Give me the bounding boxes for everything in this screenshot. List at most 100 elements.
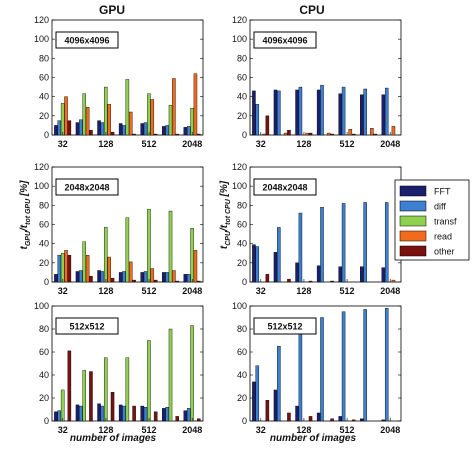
y-tick-label: 0 <box>44 130 49 140</box>
bar-diff <box>277 227 281 283</box>
bar-other <box>67 120 72 136</box>
bar-other <box>197 133 201 136</box>
bar-other <box>132 133 136 136</box>
bar-diff <box>298 86 303 136</box>
bar-read <box>107 256 111 283</box>
bar-fft <box>295 405 299 422</box>
bar-read <box>391 126 396 136</box>
bar-transf <box>104 227 108 283</box>
y-tick-label: 120 <box>232 162 247 172</box>
bar-read <box>370 128 374 136</box>
bar-diff <box>100 122 105 136</box>
bar-read <box>391 279 396 283</box>
bar-other <box>287 412 291 422</box>
bar-read <box>305 132 309 136</box>
bar-transf <box>190 228 194 283</box>
bar-fft <box>118 272 123 283</box>
y-tick-label: 120 <box>232 15 247 25</box>
bar-other <box>351 419 356 422</box>
panel-gpu-2048x2048: 0 20 40 60 80 100 120 32 128 512 2048 2048x2048 <box>34 162 204 296</box>
x-tick-label: 32 <box>256 425 266 435</box>
bar-transf <box>168 210 173 283</box>
legend-label-read: read <box>434 232 452 242</box>
bar-diff <box>79 119 83 136</box>
bar-other <box>89 276 93 283</box>
legend-label-FFT: FFT <box>434 187 451 197</box>
bar-transf <box>82 370 86 422</box>
bar-other <box>153 411 158 422</box>
panel-label: 4096x4096 <box>64 36 109 46</box>
bar-diff <box>384 202 389 283</box>
y-tick-label: 80 <box>39 324 49 334</box>
y-tick-label: 60 <box>237 220 247 230</box>
bar-fft <box>252 244 256 283</box>
bar-fft <box>273 252 278 283</box>
bar-fft <box>316 89 321 136</box>
bar-other <box>153 133 158 136</box>
bar-transf <box>104 357 108 422</box>
panel-label-box <box>55 31 119 49</box>
y-tick-label: 0 <box>242 277 247 287</box>
bar-other <box>330 280 334 283</box>
bar-other <box>287 278 291 283</box>
x-tick-label: 512 <box>340 425 355 435</box>
y-tick-label: 120 <box>34 162 49 172</box>
bar-fft <box>381 419 386 422</box>
bar-diff <box>57 410 62 422</box>
y-tick-label: 60 <box>39 347 49 357</box>
bar-diff <box>186 126 191 136</box>
y-tick-label: 100 <box>232 301 247 311</box>
panel-cpu-4096x4096: 0 20 40 60 80 100 120 32 128 512 2048 4096x4096 <box>232 15 402 149</box>
bar-transf <box>190 325 194 422</box>
bar-other <box>110 277 115 283</box>
x-tick-label: 2048 <box>380 139 400 149</box>
panel-label-box <box>55 317 119 335</box>
bar-other <box>308 132 313 136</box>
x-tick-label: 2048 <box>182 286 202 296</box>
bar-fft <box>338 93 342 136</box>
x-tick-label: 32 <box>58 286 68 296</box>
bar-diff <box>186 408 191 422</box>
bar-read <box>326 132 331 136</box>
bar-diff <box>79 270 83 283</box>
y-tick-label: 80 <box>237 53 247 63</box>
panel-cpu-2048x2048: 0 20 40 60 80 100 120 32 128 512 2048 2048x2048 <box>232 162 402 296</box>
bar-diff <box>57 254 62 283</box>
y-tick-label: 40 <box>237 370 247 380</box>
bar-transf <box>168 328 173 422</box>
bar-transf <box>104 86 108 136</box>
y-tick-label: 20 <box>39 393 49 403</box>
y-tick-label: 60 <box>39 73 49 83</box>
bar-fft <box>118 123 123 136</box>
y-tick-label: 20 <box>39 258 49 268</box>
bar-read <box>85 107 90 136</box>
bar-transf <box>82 241 86 283</box>
bar-read <box>128 261 133 283</box>
bar-fft <box>162 272 166 283</box>
bar-diff <box>122 405 126 422</box>
bar-fft <box>338 416 342 422</box>
y-tick-label: 40 <box>237 239 247 249</box>
panel-label-box <box>55 178 119 196</box>
bar-fft <box>75 404 80 422</box>
bar-transf <box>125 79 130 136</box>
bar-diff <box>122 271 126 283</box>
bar-other <box>308 280 313 283</box>
y-tick-label: 80 <box>237 200 247 210</box>
bar-diff <box>255 246 260 283</box>
legend-swatch-read <box>399 230 427 242</box>
bar-diff <box>186 274 191 283</box>
x-tick-label: 2048 <box>380 286 400 296</box>
bar-read <box>283 132 288 136</box>
bar-transf <box>125 217 130 283</box>
bar-diff <box>277 346 281 422</box>
x-tick-label: 128 <box>296 425 311 435</box>
panel-cpu-512x512: 0 20 40 60 80 100 32 128 512 2048 512x512 <box>232 301 402 435</box>
bar-diff <box>122 125 126 136</box>
x-tick-label: 512 <box>142 425 157 435</box>
legend-swatch-transf <box>399 215 427 227</box>
bar-fft <box>360 266 364 283</box>
bar-fft <box>252 381 256 422</box>
y-tick-label: 60 <box>237 347 247 357</box>
